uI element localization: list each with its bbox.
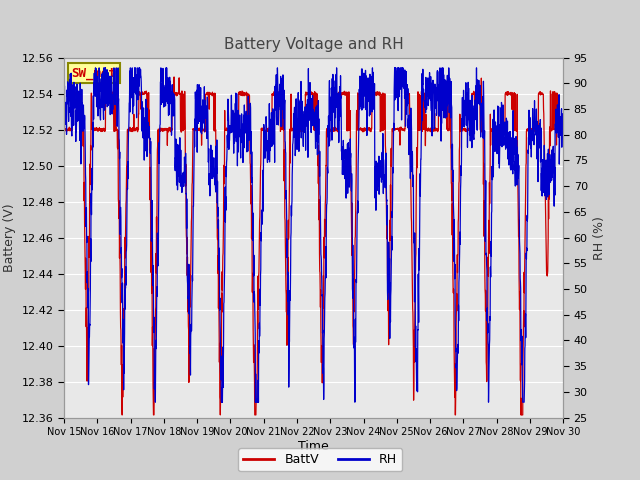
Line: BattV: BattV (64, 77, 563, 415)
RH (328, 137, 336, 143)
X-axis label: Time: Time (298, 440, 329, 453)
BattV (529, 126, 537, 132)
BattV (516, 307, 524, 312)
RH (200, 106, 207, 111)
BattV (170, 74, 178, 80)
RH (559, 119, 567, 124)
RH (529, 138, 537, 144)
RH (516, 238, 524, 243)
BattV (328, 126, 336, 132)
Text: SW_met: SW_met (72, 67, 116, 80)
Line: RH: RH (64, 68, 563, 402)
Legend: BattV, RH: BattV, RH (238, 448, 402, 471)
BattV (459, 128, 467, 134)
Title: Battery Voltage and RH: Battery Voltage and RH (224, 37, 403, 52)
RH (339, 150, 347, 156)
RH (459, 124, 467, 130)
BattV (200, 127, 207, 133)
Y-axis label: Battery (V): Battery (V) (3, 204, 16, 272)
BattV (339, 91, 347, 96)
RH (152, 399, 159, 405)
BattV (118, 412, 126, 418)
RH (92, 65, 99, 71)
Y-axis label: RH (%): RH (%) (593, 216, 606, 260)
RH (60, 103, 68, 108)
BattV (60, 125, 68, 131)
BattV (559, 126, 567, 132)
